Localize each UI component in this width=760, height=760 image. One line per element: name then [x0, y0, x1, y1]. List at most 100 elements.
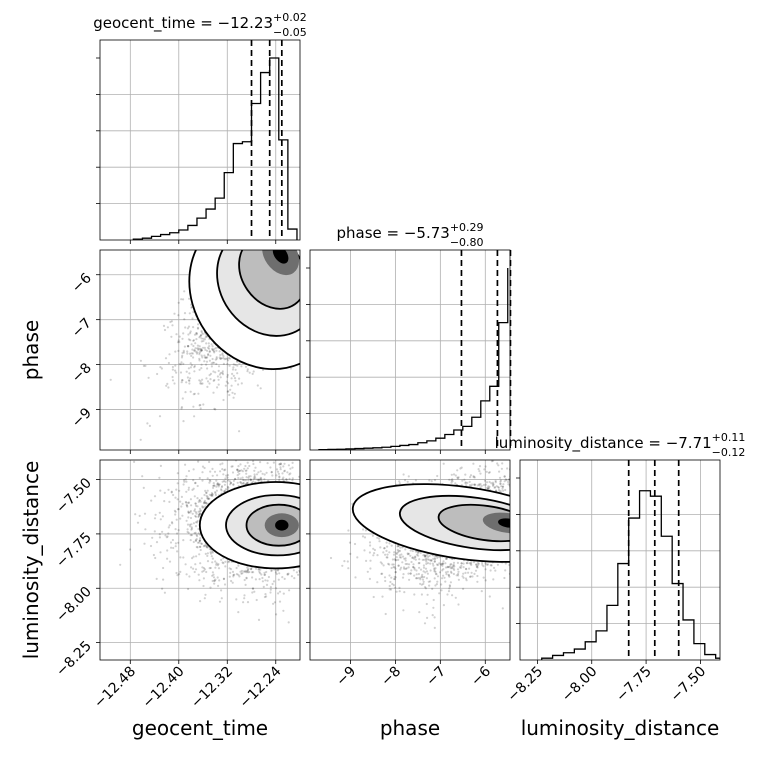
sample-point [175, 518, 178, 521]
sample-point [224, 384, 227, 387]
sample-point [192, 540, 195, 544]
title-median: −5.73 [404, 224, 450, 242]
sample-point [223, 583, 227, 586]
sample-point [198, 353, 201, 356]
sample-point [240, 569, 243, 572]
sample-point [210, 493, 213, 497]
sample-point [488, 595, 491, 598]
sample-point [204, 348, 207, 351]
sample-point [208, 359, 211, 362]
sample-point [169, 320, 172, 324]
sample-point [219, 371, 222, 375]
sample-point [293, 248, 295, 250]
sample-point [476, 565, 479, 568]
sample-point [205, 342, 208, 345]
y-tick-label: −8.00 [53, 584, 95, 626]
sample-point [193, 370, 196, 373]
sample-point [288, 589, 291, 592]
sample-point [200, 337, 203, 340]
sample-point [264, 593, 267, 596]
sample-point [463, 478, 466, 481]
sample-point [201, 356, 204, 359]
sample-point [190, 528, 193, 531]
sample-point [214, 491, 217, 494]
sample-point [209, 551, 212, 554]
sample-point [226, 488, 229, 491]
sample-point [187, 325, 191, 328]
sample-point [206, 552, 209, 555]
sample-point [265, 570, 268, 574]
axes-frame [99, 249, 301, 451]
sample-point [275, 247, 277, 249]
sample-point [239, 570, 242, 573]
sample-point [232, 396, 235, 399]
sample-point [469, 575, 472, 578]
sample-point [409, 572, 412, 575]
sample-point [182, 349, 185, 352]
sample-point [289, 467, 292, 470]
sample-point [208, 479, 211, 482]
sample-point [158, 533, 161, 536]
sample-point [186, 523, 190, 526]
sample-point [192, 468, 195, 471]
sample-point [186, 344, 189, 348]
sample-point [394, 559, 397, 562]
sample-point [198, 539, 201, 543]
sample-point [227, 390, 230, 393]
sample-point [167, 526, 170, 529]
sample-point [196, 347, 199, 350]
sample-point [203, 597, 206, 600]
sample-point [188, 297, 191, 300]
sample-point [179, 363, 183, 366]
sample-point [487, 487, 490, 490]
sample-point [215, 562, 218, 565]
sample-point [129, 548, 132, 551]
sample-point [238, 430, 241, 433]
sample-point [194, 515, 198, 518]
sample-point [187, 379, 190, 382]
sample-point [281, 576, 284, 579]
sample-point [230, 579, 233, 583]
sample-point [215, 362, 218, 366]
sample-point [189, 366, 192, 369]
sample-point [227, 479, 230, 482]
sample-point [279, 466, 282, 469]
sample-point [211, 493, 214, 496]
sample-point [215, 357, 218, 360]
sample-point [206, 367, 209, 370]
sample-point [199, 382, 202, 385]
sample-point [460, 564, 463, 568]
sample-point [271, 582, 274, 586]
sample-point [202, 569, 205, 572]
sample-point [209, 586, 212, 589]
sample-point [196, 344, 199, 347]
sample-point [216, 386, 219, 389]
sample-point [188, 379, 191, 382]
sample-point [275, 569, 278, 572]
sample-point [202, 502, 206, 505]
sample-point [277, 578, 280, 581]
sample-point [423, 575, 426, 579]
sample-point [230, 384, 233, 387]
sample-point [207, 497, 210, 500]
sample-point [205, 570, 208, 574]
sample-point [237, 611, 240, 614]
sample-point [185, 573, 188, 576]
sample-point [288, 473, 291, 476]
sample-point [204, 336, 207, 339]
sample-point [226, 363, 229, 366]
sample-point [168, 560, 172, 563]
sample-point [206, 380, 210, 383]
sample-point [295, 571, 298, 574]
sample-point [232, 483, 235, 486]
sample-point [204, 501, 207, 504]
sample-point [221, 371, 224, 374]
sample-point [197, 513, 200, 516]
sample-point [155, 541, 159, 544]
panel-scatter-geocent-time-phase: −9−8−7−6 [69, 247, 301, 454]
sample-point [287, 621, 290, 624]
sample-point [186, 352, 189, 355]
sample-point [200, 497, 203, 500]
sample-point [212, 370, 215, 373]
sample-point [233, 573, 236, 576]
